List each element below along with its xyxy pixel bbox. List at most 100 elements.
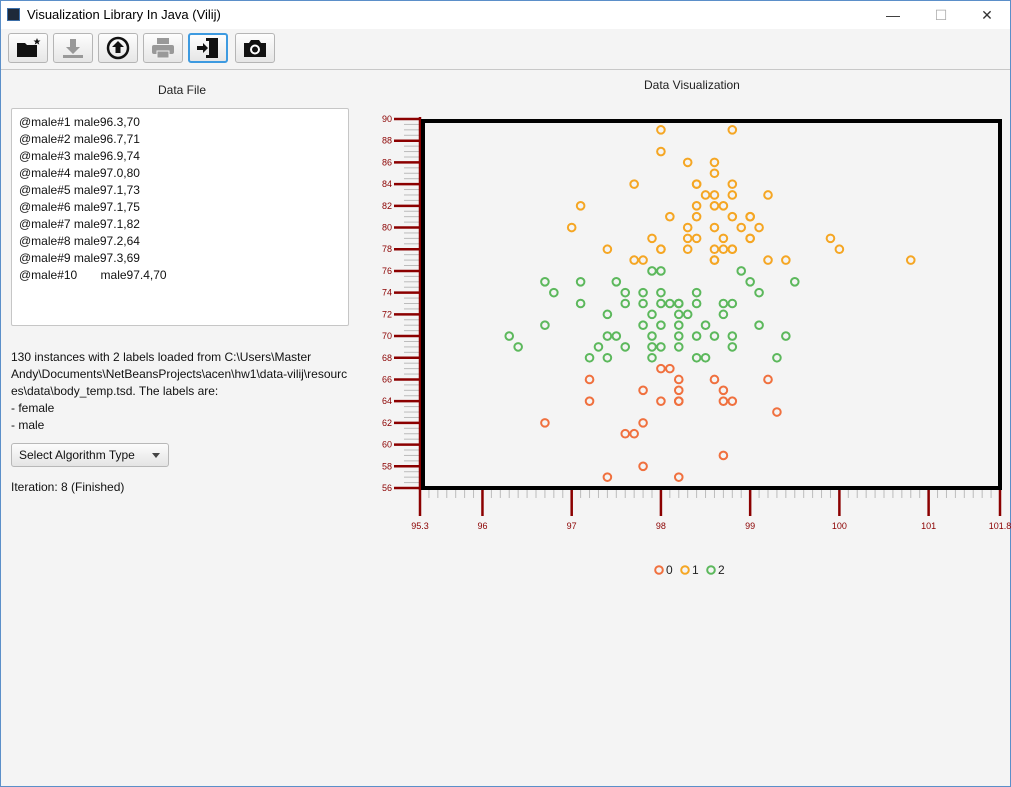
app-icon xyxy=(7,8,20,21)
data-point xyxy=(905,255,916,265)
data-point xyxy=(763,374,773,385)
data-point xyxy=(629,255,639,265)
legend-marker xyxy=(654,565,664,575)
data-point xyxy=(727,190,738,200)
chevron-down-icon xyxy=(152,453,160,458)
data-point xyxy=(682,222,693,233)
screenshot-button[interactable] xyxy=(235,33,275,63)
data-point xyxy=(566,222,577,233)
data-point xyxy=(718,385,729,396)
data-point xyxy=(504,331,515,341)
data-point xyxy=(665,363,675,374)
data-point xyxy=(665,211,675,222)
data-point xyxy=(673,320,684,331)
data-point xyxy=(763,190,773,200)
data-point xyxy=(673,342,684,352)
load-info-text: 130 instances with 2 labels loaded from … xyxy=(11,349,351,434)
y-tick-label: 80 xyxy=(382,223,392,233)
algorithm-type-select[interactable]: Select Algorithm Type xyxy=(11,443,169,467)
data-point xyxy=(629,179,639,189)
data-point xyxy=(718,244,729,255)
data-point xyxy=(656,396,666,406)
data-point xyxy=(656,266,666,276)
maximize-button[interactable]: ☐ xyxy=(934,7,948,23)
data-point xyxy=(540,276,550,287)
plot-frame xyxy=(421,119,1002,490)
data-point xyxy=(602,244,613,255)
data-point xyxy=(638,287,648,298)
data-point xyxy=(647,309,657,320)
x-tick-label: 101 xyxy=(921,521,936,531)
data-point xyxy=(682,157,693,168)
load-button[interactable] xyxy=(98,33,138,63)
x-tick-label: 101.8 xyxy=(989,521,1011,531)
title-bar[interactable]: Visualization Library In Java (Vilij) — … xyxy=(1,1,1010,29)
data-point xyxy=(575,201,586,211)
data-point xyxy=(691,287,702,298)
data-point xyxy=(602,331,613,341)
print-icon xyxy=(152,38,174,59)
data-point xyxy=(718,233,729,244)
data-point xyxy=(691,298,702,309)
x-tick-label: 97 xyxy=(567,521,577,531)
download-icon xyxy=(63,39,83,58)
data-point xyxy=(656,125,666,135)
info-line: - female xyxy=(11,401,55,415)
data-point xyxy=(540,320,550,331)
data-point xyxy=(620,428,631,439)
y-tick-label: 88 xyxy=(382,136,392,146)
data-point xyxy=(665,298,675,309)
data-point xyxy=(718,450,729,461)
data-point xyxy=(781,255,791,265)
data-point xyxy=(656,363,666,374)
data-point xyxy=(745,211,755,222)
data-point xyxy=(575,298,586,309)
data-point xyxy=(647,266,657,276)
data-point xyxy=(656,287,666,298)
data-point xyxy=(736,222,747,233)
data-point xyxy=(691,201,702,211)
data-point xyxy=(638,385,648,396)
data-point xyxy=(727,396,738,406)
scatter-chart[interactable]: 56 58 60 62 64 66 68 70 72 74 76 78 80 82 84 86 88 90 95.3… xyxy=(361,101,1011,591)
iteration-status: Iteration: 8 (Finished) xyxy=(11,480,125,494)
data-point xyxy=(656,244,666,255)
data-point xyxy=(656,298,666,309)
new-button[interactable] xyxy=(8,33,48,63)
data-file-textarea[interactable]: @male#1 male96.3,70 @male#2 male96.7,71 … xyxy=(11,108,349,326)
data-point xyxy=(620,298,631,309)
data-point xyxy=(682,244,693,255)
data-point xyxy=(772,407,782,417)
data-point xyxy=(727,244,738,255)
close-button[interactable]: ✕ xyxy=(981,7,993,23)
save-button[interactable] xyxy=(53,33,93,63)
data-point xyxy=(682,309,693,320)
data-point xyxy=(691,233,702,244)
legend-label: 2 xyxy=(718,563,725,577)
data-point xyxy=(727,211,738,222)
y-tick-label: 86 xyxy=(382,157,392,167)
y-tick-label: 74 xyxy=(382,288,392,298)
y-tick-label: 60 xyxy=(382,440,392,450)
data-point xyxy=(682,233,693,244)
algorithm-type-label: Select Algorithm Type xyxy=(19,448,135,462)
data-point xyxy=(709,255,720,265)
y-tick-label: 70 xyxy=(382,331,392,341)
data-point xyxy=(638,461,648,472)
x-tick-label: 95.3 xyxy=(411,521,429,531)
data-point xyxy=(584,396,595,406)
x-tick-label: 98 xyxy=(656,521,666,531)
data-point xyxy=(584,352,595,363)
y-tick-label: 84 xyxy=(382,179,392,189)
exit-button[interactable] xyxy=(188,33,228,63)
data-file-title: Data File xyxy=(158,83,207,97)
data-point xyxy=(656,342,666,352)
minimize-button[interactable]: — xyxy=(886,7,900,23)
data-point xyxy=(745,276,755,287)
data-point xyxy=(718,396,729,406)
print-button[interactable] xyxy=(143,33,183,63)
data-point xyxy=(638,418,648,428)
data-point xyxy=(745,233,755,244)
x-tick-label: 96 xyxy=(477,521,487,531)
data-point xyxy=(513,342,523,352)
